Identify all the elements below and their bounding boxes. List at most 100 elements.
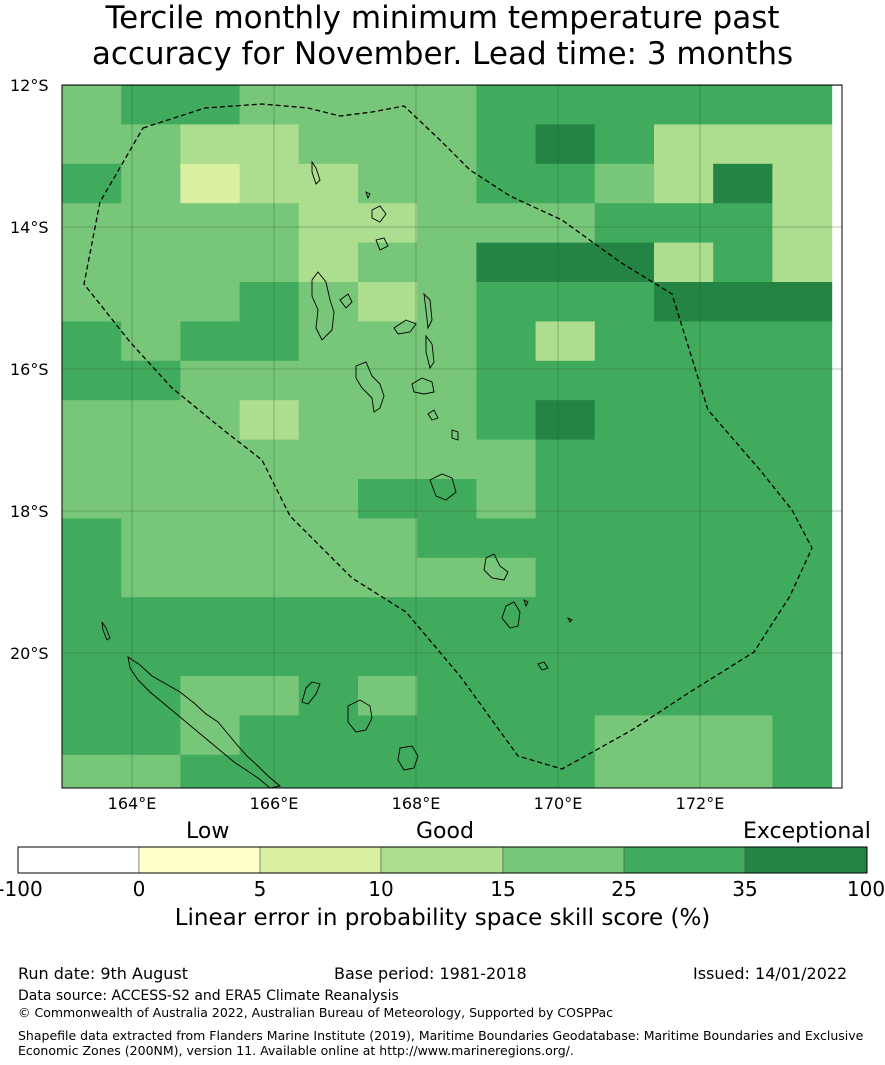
skill-cell [121,321,181,362]
skill-cell [239,557,300,598]
skill-cell [239,400,300,441]
lat-label-12s: 12°S [10,76,49,95]
skill-cell [298,597,359,638]
skill-cell [121,360,181,401]
skill-cell [654,242,714,283]
skill-cell [358,321,418,362]
ambae-island [393,319,417,335]
skill-cell [180,754,241,788]
malo-island [339,293,353,309]
malekula-island [355,361,385,413]
skill-cell [358,360,418,401]
skill-cell [417,360,477,401]
skill-cell [239,754,300,788]
issued-date: Issued: 14/01/2022 [693,964,848,983]
colorbar-swatch [17,846,140,874]
skill-cell [358,518,418,559]
skill-cell [62,715,122,756]
skill-cell [713,715,773,756]
lifou-island [347,699,373,733]
data-source: Data source: ACCESS-S2 and ERA5 Climate … [18,988,399,1004]
skill-cell [298,676,359,716]
title-line-2: accuracy for November. Lead time: 3 mont… [91,36,794,72]
skill-cell [358,124,418,165]
skill-cell [417,321,477,362]
skill-cell [713,557,773,598]
skill-cell [535,321,596,362]
skill-cell [62,321,122,362]
skill-cell [594,636,655,677]
skill-cell [180,715,241,756]
skill-cell [772,557,833,598]
skill-cell [654,124,714,165]
skill-cell [358,282,418,322]
skill-cell [239,163,300,204]
skill-cell [62,597,122,638]
skill-cell [476,400,537,441]
skill-cell [62,124,122,165]
skill-cell [772,715,833,756]
skill-cell [298,400,359,441]
skill-cell [476,636,537,677]
skill-cell [476,360,537,401]
shepherd-islet [451,429,459,441]
skill-cell [358,439,418,480]
shapefile-credit-1: Shapefile data extracted from Flanders M… [18,1028,864,1043]
banks-islet-2 [375,237,389,251]
skill-cell [180,242,241,283]
colorbar-axis-label: Linear error in probability space skill … [174,905,711,931]
skill-cell [654,439,714,480]
skill-cell [654,557,714,598]
skill-cell [654,360,714,401]
skill-cell [594,321,655,362]
coastlines [101,160,573,788]
skill-cell [594,282,655,322]
skill-cell [476,85,537,125]
new-caledonia-island [127,656,282,788]
skill-cell [62,282,122,322]
skill-cell [358,754,418,788]
skill-cell [417,85,477,125]
skill-cell [358,242,418,283]
skill-cell [121,479,181,519]
tick-label: 0 [132,877,146,901]
skill-cell [476,124,537,165]
banks-islet-3 [365,191,371,200]
colorbar-swatch [623,846,746,874]
skill-cell [298,636,359,677]
skill-cell [772,479,833,519]
skill-cell [535,518,596,559]
skill-cell [594,242,655,283]
skill-cell [417,124,477,165]
shapefile-credit-2: Economic Zones (200NM), version 11. Avai… [18,1043,574,1058]
skill-cell [594,85,655,125]
skill-cell [654,636,714,677]
ouvea-island [301,681,321,705]
skill-cell [121,754,181,788]
skill-cell [358,400,418,441]
skill-cell [62,203,122,244]
colorbar-frame [17,846,868,874]
skill-cell [594,754,655,788]
skill-cell [298,321,359,362]
skill-cell [62,85,122,125]
skill-cell [772,597,833,638]
skill-cell [121,597,181,638]
skill-cell [713,636,773,677]
lat-labels: 12°S 14°S 16°S 18°S 20°S [10,76,49,663]
skill-cell [298,754,359,788]
colorbar-swatch [502,846,625,874]
skill-cell [594,518,655,559]
colorbar-swatch [744,846,868,874]
skill-cell [713,360,773,401]
skill-cell [298,439,359,480]
skill-cell [180,557,241,598]
tick-label: 100 [846,877,885,901]
skill-cell [121,400,181,441]
category-good: Good [416,819,474,844]
skill-cell [713,85,773,125]
map-frame [61,84,843,789]
skill-cell [180,203,241,244]
tick-label: 5 [253,877,267,901]
skill-cell [180,479,241,519]
